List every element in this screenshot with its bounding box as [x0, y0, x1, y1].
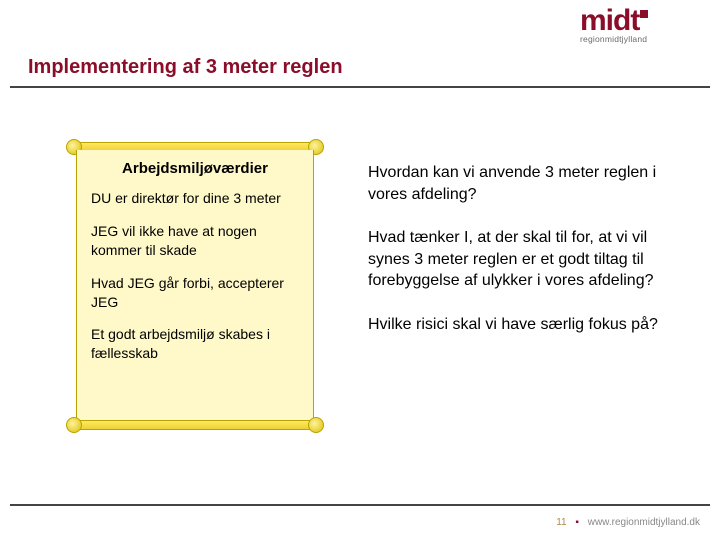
- logo-square-icon: [640, 10, 648, 18]
- page-number: 11: [556, 517, 566, 528]
- questions-column: Hvordan kan vi anvende 3 meter reglen i …: [368, 162, 678, 358]
- values-scroll: Arbejdsmiljøværdier DU er direktør for d…: [70, 136, 320, 436]
- scroll-paragraph: JEG vil ikke have at nogen kommer til sk…: [91, 222, 299, 260]
- scroll-paragraph: Et godt arbejdsmiljø skabes i fællesskab: [91, 325, 299, 363]
- logo-word: midt: [580, 4, 639, 37]
- footer-url: www.regionmidtjylland.dk: [588, 517, 700, 528]
- slide: midt regionmidtjylland Implementering af…: [0, 0, 720, 540]
- slide-footer: 11 ▪ www.regionmidtjylland.dk: [556, 517, 700, 528]
- scroll-paragraph: DU er direktør for dine 3 meter: [91, 189, 299, 208]
- logo-subtext: regionmidtjylland: [580, 34, 700, 44]
- footer-separator-icon: ▪: [569, 517, 585, 528]
- scroll-heading: Arbejdsmiljøværdier: [91, 160, 299, 177]
- question-text: Hvilke risici skal vi have særlig fokus …: [368, 314, 678, 336]
- question-text: Hvad tænker I, at der skal til for, at v…: [368, 227, 678, 292]
- slide-title: Implementering af 3 meter reglen: [28, 56, 343, 79]
- scroll-bottom-curl-icon: [70, 414, 320, 436]
- brand-logo: midt regionmidtjylland: [580, 6, 700, 44]
- top-rule: [10, 86, 710, 88]
- scroll-body: Arbejdsmiljøværdier DU er direktør for d…: [76, 150, 314, 422]
- logo-text: midt: [580, 6, 700, 36]
- bottom-rule: [10, 504, 710, 506]
- scroll-paragraph: Hvad JEG går forbi, accepterer JEG: [91, 274, 299, 312]
- question-text: Hvordan kan vi anvende 3 meter reglen i …: [368, 162, 678, 205]
